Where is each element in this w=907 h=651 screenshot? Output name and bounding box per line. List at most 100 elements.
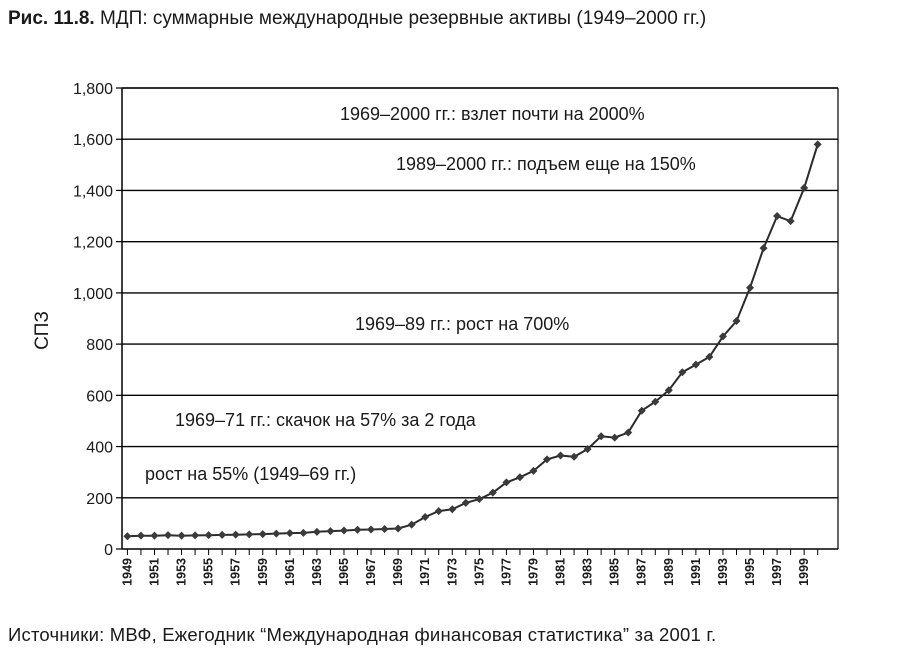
- data-point: [164, 531, 173, 540]
- y-tick-label: 200: [86, 491, 113, 508]
- figure-title: Рис. 11.8. МДП: суммарные международные …: [8, 8, 706, 30]
- data-point: [502, 478, 511, 487]
- x-tick-label: 1983: [581, 558, 595, 586]
- y-tick-label: 600: [86, 388, 113, 405]
- x-tick-label: 1961: [283, 558, 297, 586]
- x-tick-label: 1981: [554, 558, 568, 586]
- data-point: [705, 352, 714, 361]
- data-point: [231, 530, 240, 539]
- y-axis-label: СПЗ: [32, 311, 53, 350]
- data-point: [285, 529, 294, 538]
- y-tick-label: 800: [86, 337, 113, 354]
- y-tick-label: 0: [104, 542, 113, 559]
- annotation: 1989–2000 гг.: подъем еще на 150%: [396, 154, 696, 174]
- data-point: [746, 283, 755, 292]
- data-point: [651, 397, 660, 406]
- x-tick-label: 1993: [716, 558, 730, 586]
- data-point: [272, 529, 281, 538]
- data-point: [258, 530, 267, 539]
- x-tick-label: 1965: [337, 558, 351, 586]
- data-point: [218, 530, 227, 539]
- data-point: [637, 406, 646, 415]
- data-point: [556, 451, 565, 460]
- figure-title-text: МДП: суммарные международные резервные а…: [99, 8, 707, 29]
- data-point: [394, 524, 403, 533]
- data-point: [570, 452, 579, 461]
- data-point: [312, 527, 321, 536]
- data-point: [759, 244, 768, 253]
- data-point: [732, 317, 741, 326]
- x-tick-label: 1975: [472, 558, 486, 586]
- x-tick-label: 1987: [635, 558, 649, 586]
- data-point: [718, 332, 727, 341]
- x-tick-label: 1957: [229, 558, 243, 586]
- annotations: 1969–2000 гг.: взлет почти на 2000% 1989–…: [145, 104, 696, 484]
- y-tick-label: 1,600: [73, 132, 113, 149]
- data-point: [597, 432, 606, 441]
- figure-label: Рис. 11.8.: [8, 8, 95, 29]
- data-point: [678, 368, 687, 377]
- source-note: Источники: МВФ, Ежегодник “Международная…: [8, 624, 717, 645]
- y-tick-label: 400: [86, 440, 113, 457]
- x-tick-label: 1979: [526, 558, 540, 586]
- series-line: [127, 144, 819, 538]
- x-tick-label: 1985: [608, 558, 622, 586]
- x-tick-label: 1949: [120, 558, 134, 586]
- x-tick-label: 1977: [499, 558, 513, 586]
- x-tick-label: 1991: [689, 558, 703, 586]
- data-point: [624, 428, 633, 437]
- axes: [121, 87, 839, 550]
- data-point: [475, 495, 484, 504]
- x-tick-label: 1955: [202, 558, 216, 586]
- series-reserves: [123, 140, 822, 541]
- y-tick-label: 1,400: [73, 183, 113, 200]
- data-point: [529, 466, 538, 475]
- data-point: [664, 386, 673, 395]
- data-point: [150, 531, 159, 540]
- x-tick-label: 1951: [147, 558, 161, 586]
- x-tick-label: 1969: [391, 558, 405, 586]
- x-tick-label: 1971: [418, 558, 432, 586]
- data-point: [407, 520, 416, 529]
- data-point: [191, 531, 200, 540]
- annotation: 1969–71 гг.: скачок на 57% за 2 года: [175, 410, 477, 430]
- data-point: [299, 528, 308, 537]
- y-tick-label: 1,200: [73, 235, 113, 252]
- data-point: [461, 498, 470, 507]
- data-point: [367, 525, 376, 534]
- data-point: [136, 531, 145, 540]
- x-tick-label: 1973: [445, 558, 459, 586]
- x-tick-label: 1995: [743, 558, 757, 586]
- x-axis-ticks: 1949 1951 1953 1955 1957 1959 1961 1963 1965 1967…: [120, 549, 819, 586]
- y-tick-label: 1,000: [73, 286, 113, 303]
- data-point: [542, 455, 551, 464]
- data-point: [786, 217, 795, 226]
- data-point: [773, 212, 782, 221]
- data-point: [800, 183, 809, 192]
- data-point: [813, 140, 822, 149]
- annotation: рост на 55% (1949–69 гг.): [145, 464, 356, 484]
- x-tick-label: 1989: [662, 558, 676, 586]
- x-tick-label: 1959: [256, 558, 270, 586]
- data-point: [515, 473, 524, 482]
- data-point: [326, 527, 335, 536]
- data-point: [380, 525, 389, 534]
- data-point: [488, 488, 497, 497]
- data-point: [583, 445, 592, 454]
- annotation: 1969–89 гг.: рост на 700%: [355, 314, 569, 334]
- y-tick-label: 1,800: [73, 81, 113, 98]
- x-tick-label: 1963: [310, 558, 324, 586]
- annotation: 1969–2000 гг.: взлет почти на 2000%: [340, 104, 645, 124]
- data-point: [691, 360, 700, 369]
- data-point: [421, 512, 430, 521]
- data-point: [339, 526, 348, 535]
- x-tick-label: 1997: [770, 558, 784, 586]
- data-point: [123, 532, 132, 541]
- x-tick-label: 1999: [797, 558, 811, 586]
- data-point: [448, 505, 457, 514]
- data-point: [245, 530, 254, 539]
- data-point: [610, 433, 619, 442]
- y-axis-ticks: 0 200 400 600 800 1,000 1,200 1,400 1,600 1,800: [73, 81, 122, 559]
- x-tick-label: 1967: [364, 558, 378, 586]
